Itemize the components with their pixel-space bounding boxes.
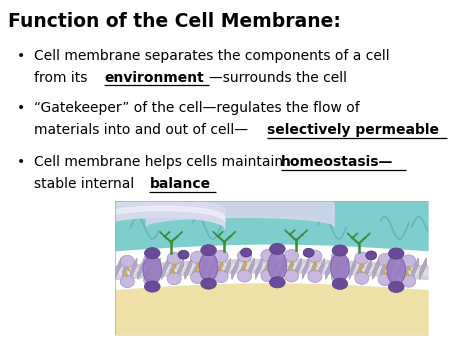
Ellipse shape — [120, 255, 134, 268]
Ellipse shape — [308, 270, 322, 283]
Ellipse shape — [378, 254, 392, 266]
Circle shape — [201, 278, 216, 289]
Ellipse shape — [355, 252, 369, 264]
Ellipse shape — [303, 248, 314, 257]
Text: Cell membrane separates the components of a cell: Cell membrane separates the components o… — [34, 49, 389, 63]
Ellipse shape — [238, 250, 252, 262]
Ellipse shape — [167, 272, 181, 285]
Ellipse shape — [308, 250, 322, 262]
Ellipse shape — [366, 251, 377, 260]
Circle shape — [332, 245, 348, 256]
Ellipse shape — [268, 251, 287, 280]
Ellipse shape — [143, 256, 162, 284]
Text: •: • — [17, 49, 25, 63]
Ellipse shape — [191, 251, 205, 264]
Circle shape — [144, 281, 160, 292]
Text: •: • — [17, 155, 25, 169]
Ellipse shape — [238, 270, 252, 282]
Ellipse shape — [241, 248, 252, 257]
Circle shape — [388, 281, 404, 292]
Ellipse shape — [402, 275, 416, 287]
Circle shape — [332, 278, 348, 289]
Circle shape — [388, 248, 404, 259]
Text: stable internal: stable internal — [34, 177, 139, 191]
Ellipse shape — [284, 250, 298, 262]
Ellipse shape — [284, 270, 298, 282]
Ellipse shape — [120, 275, 134, 288]
Ellipse shape — [178, 250, 189, 259]
Text: —surrounds the cell: —surrounds the cell — [209, 71, 347, 85]
Ellipse shape — [331, 271, 346, 283]
Ellipse shape — [378, 273, 392, 286]
Ellipse shape — [402, 255, 416, 267]
Ellipse shape — [199, 252, 218, 281]
Ellipse shape — [214, 250, 228, 263]
Text: •: • — [17, 101, 25, 115]
Ellipse shape — [214, 270, 228, 283]
Ellipse shape — [191, 271, 205, 284]
Text: Cell membrane helps cells maintain: Cell membrane helps cells maintain — [34, 155, 287, 169]
Text: from its: from its — [34, 71, 91, 85]
Text: environment: environment — [104, 71, 204, 85]
Ellipse shape — [167, 252, 181, 265]
Text: selectively permeable: selectively permeable — [267, 123, 439, 137]
Circle shape — [201, 245, 216, 256]
Ellipse shape — [144, 254, 158, 266]
Ellipse shape — [387, 256, 405, 285]
Ellipse shape — [261, 249, 275, 262]
Circle shape — [144, 248, 160, 259]
Circle shape — [270, 277, 285, 288]
Text: “Gatekeeper” of the cell—regulates the flow of: “Gatekeeper” of the cell—regulates the f… — [34, 101, 360, 115]
Text: Function of the Cell Membrane:: Function of the Cell Membrane: — [8, 12, 341, 31]
Ellipse shape — [261, 269, 275, 282]
Ellipse shape — [144, 274, 158, 286]
Text: materials into and out of cell—: materials into and out of cell— — [34, 123, 248, 137]
Circle shape — [270, 243, 285, 255]
Ellipse shape — [331, 251, 346, 263]
Ellipse shape — [355, 272, 369, 284]
Ellipse shape — [331, 253, 349, 282]
Text: balance: balance — [149, 177, 211, 191]
Text: homeostasis—: homeostasis— — [281, 155, 394, 169]
